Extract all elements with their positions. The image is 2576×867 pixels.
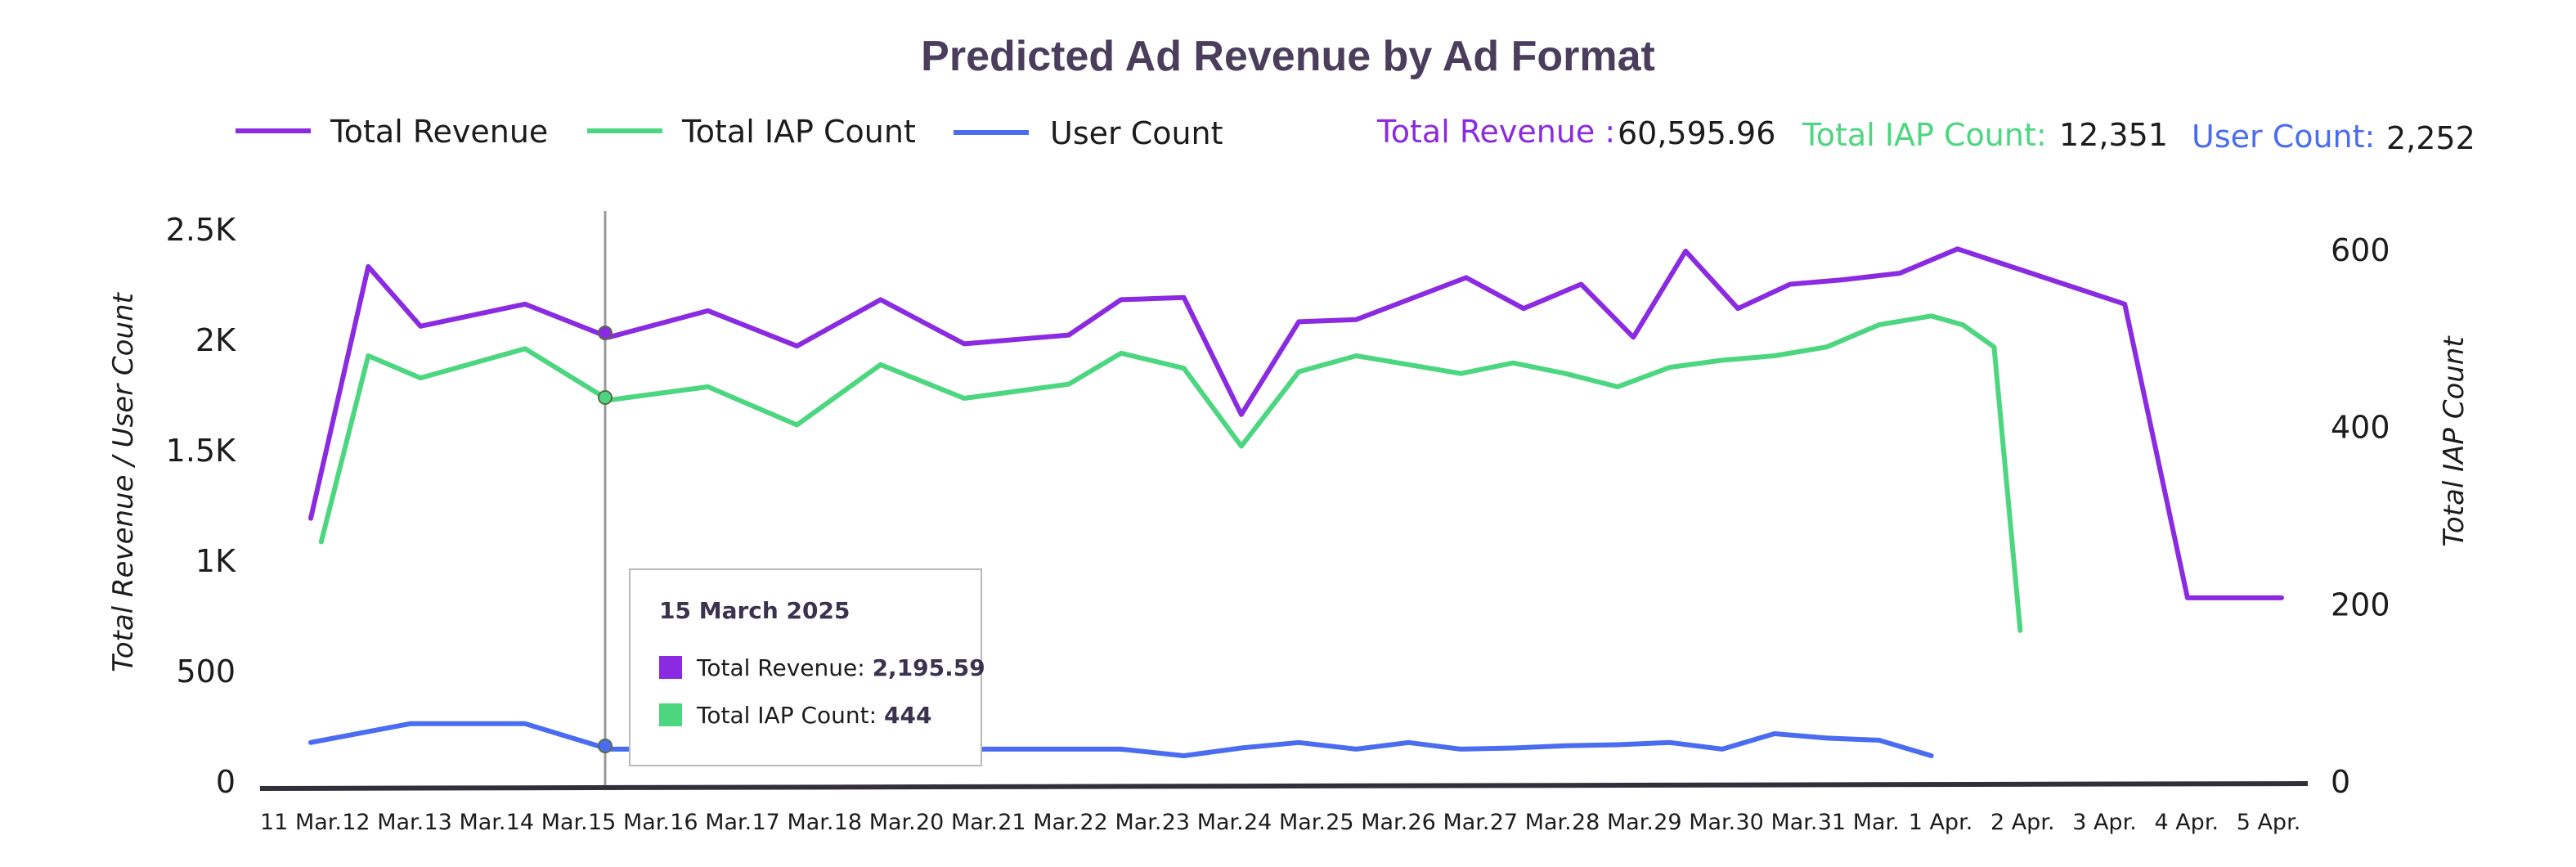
x-axis-ticks: 11 Mar. 12 Mar. 13 Mar. 14 Mar. 15 Mar. 16 Ma… bbox=[260, 810, 2300, 835]
x-tick: 11 Mar. bbox=[260, 810, 342, 835]
series-line-total-iap-count[interactable] bbox=[318, 313, 2023, 633]
hover-point-total-revenue bbox=[598, 326, 613, 340]
y-right-tick: 0 bbox=[2331, 764, 2350, 800]
legend-label-user-count: User Count bbox=[1050, 115, 1223, 151]
tooltip-row-total-revenue: Total Revenue: 2,195.59 bbox=[696, 654, 985, 681]
x-tick: 18 Mar. bbox=[834, 810, 916, 835]
series-line-user-count[interactable] bbox=[308, 721, 1934, 758]
x-tick: 21 Mar. bbox=[998, 810, 1079, 835]
tooltip: 15 March 2025 Total Revenue: 2,195.59 To… bbox=[629, 568, 985, 766]
y-right-tick: 200 bbox=[2331, 586, 2390, 622]
x-tick: 12 Mar. bbox=[342, 810, 424, 835]
x-tick: 29 Mar. bbox=[1654, 810, 1735, 835]
x-tick: 14 Mar. bbox=[506, 810, 588, 835]
x-tick: 16 Mar. bbox=[670, 810, 752, 835]
y-axis-left-ticks: 0 500 1K 1.5K 2K 2.5K bbox=[166, 212, 236, 800]
x-tick: 25 Mar. bbox=[1326, 810, 1407, 835]
x-tick: 23 Mar. bbox=[1162, 810, 1244, 835]
legend-item-total-revenue[interactable]: Total Revenue bbox=[236, 114, 548, 150]
legend-label-total-revenue: Total Revenue bbox=[330, 114, 548, 150]
y-left-tick: 500 bbox=[176, 654, 236, 690]
series-line-total-revenue[interactable] bbox=[308, 246, 2284, 600]
chart-title: Predicted Ad Revenue by Ad Format bbox=[921, 33, 1655, 80]
y-axis-right-ticks: 0 200 400 600 bbox=[2331, 232, 2390, 800]
tooltip-swatch-total-revenue bbox=[659, 656, 682, 679]
y-left-tick: 1.5K bbox=[166, 433, 236, 469]
legend-label-total-iap-count: Total IAP Count bbox=[681, 114, 916, 150]
tooltip-label-total-iap-count: Total IAP Count: bbox=[696, 702, 877, 729]
hover-points bbox=[598, 326, 613, 753]
x-tick: 2 Apr. bbox=[1990, 810, 2055, 835]
tooltip-box bbox=[629, 568, 982, 766]
tooltip-label-total-revenue: Total Revenue: bbox=[696, 654, 865, 681]
x-tick: 13 Mar. bbox=[424, 810, 506, 835]
tooltip-value-total-iap-count: 444 bbox=[884, 702, 931, 729]
y-left-tick: 2K bbox=[195, 322, 236, 358]
x-tick: 1 Apr. bbox=[1909, 810, 1973, 835]
x-tick: 17 Mar. bbox=[752, 810, 834, 835]
y-axis-right-title: Total IAP Count bbox=[2438, 335, 2471, 547]
y-left-tick: 0 bbox=[216, 764, 236, 800]
x-tick: 3 Apr. bbox=[2072, 810, 2137, 835]
tooltip-value-total-revenue: 2,195.59 bbox=[873, 654, 985, 681]
summary-stats: Total Revenue : 60,595.96 Total IAP Coun… bbox=[1376, 114, 2475, 156]
summary-label-total-revenue: Total Revenue : bbox=[1376, 114, 1615, 150]
hover-point-user-count bbox=[598, 739, 613, 753]
legend: Total Revenue Total IAP Count User Count bbox=[236, 114, 1223, 151]
x-tick: 30 Mar. bbox=[1736, 810, 1818, 835]
x-tick: 26 Mar. bbox=[1408, 810, 1490, 835]
x-tick: 27 Mar. bbox=[1490, 810, 1572, 835]
y-right-tick: 400 bbox=[2331, 410, 2390, 446]
x-tick: 5 Apr. bbox=[2237, 810, 2301, 835]
y-right-tick: 600 bbox=[2331, 232, 2390, 268]
legend-item-total-iap-count[interactable]: Total IAP Count bbox=[587, 114, 916, 150]
x-tick: 22 Mar. bbox=[1080, 810, 1162, 835]
x-tick: 15 Mar. bbox=[588, 810, 670, 835]
legend-item-user-count[interactable]: User Count bbox=[954, 115, 1223, 151]
x-tick: 31 Mar. bbox=[1818, 810, 1900, 835]
summary-value-total-iap-count: 12,351 bbox=[2059, 117, 2168, 153]
y-left-tick: 2.5K bbox=[166, 212, 236, 248]
summary-value-user-count: 2,252 bbox=[2386, 120, 2475, 156]
x-axis-line bbox=[259, 781, 2309, 791]
hover-point-total-iap-count bbox=[598, 390, 613, 405]
summary-label-user-count: User Count: bbox=[2192, 119, 2375, 155]
summary-value-total-revenue: 60,595.96 bbox=[1618, 115, 1775, 151]
tooltip-date: 15 March 2025 bbox=[659, 597, 850, 624]
x-tick: 4 Apr. bbox=[2154, 810, 2219, 835]
y-left-tick: 1K bbox=[195, 543, 236, 579]
summary-label-total-iap-count: Total IAP Count: bbox=[1802, 117, 2047, 153]
y-axis-left-title: Total Revenue / User Count bbox=[107, 291, 140, 672]
x-tick: 28 Mar. bbox=[1572, 810, 1654, 835]
x-tick: 24 Mar. bbox=[1244, 810, 1326, 835]
tooltip-swatch-total-iap-count bbox=[659, 703, 682, 726]
tooltip-row-total-iap-count: Total IAP Count: 444 bbox=[696, 702, 931, 729]
x-tick: 20 Mar. bbox=[916, 810, 998, 835]
